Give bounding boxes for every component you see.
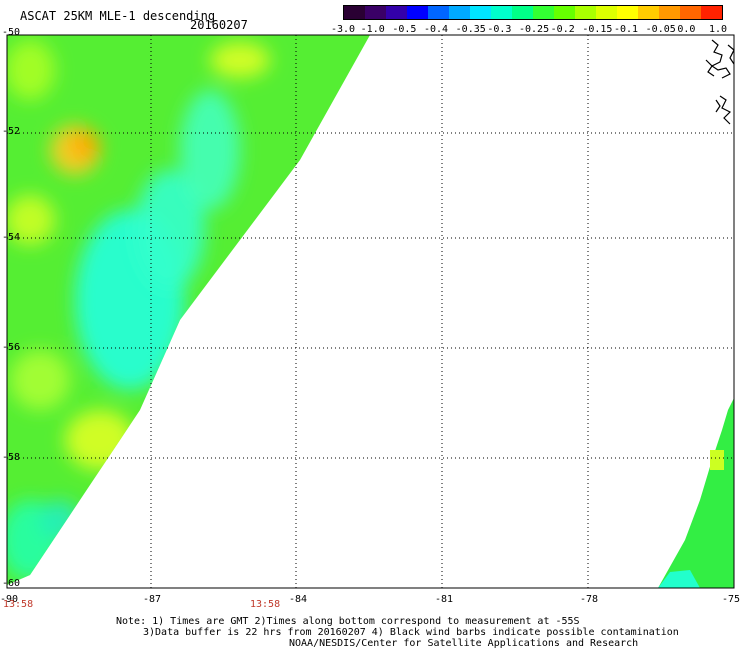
- colorbar: [343, 5, 723, 20]
- coastline-segment: [710, 39, 731, 79]
- lat-label: -60: [2, 578, 21, 589]
- colorbar-segment: [407, 6, 428, 19]
- colorbar-segment: [554, 6, 575, 19]
- colorbar-segment: [617, 6, 638, 19]
- coastline-segment: [715, 99, 721, 113]
- data-blob: [70, 130, 100, 160]
- lat-lon-grid: [7, 35, 734, 588]
- data-blob: [7, 40, 55, 100]
- colorbar-tick-label: -0.3: [487, 24, 512, 35]
- lat-label: -54: [2, 232, 21, 243]
- colorbar-segment: [701, 6, 722, 19]
- colorbar-segment: [680, 6, 701, 19]
- note-line: 3)Data buffer is 22 hrs from 20160207 4)…: [143, 627, 679, 638]
- lon-label: -81: [435, 594, 454, 605]
- lon-label: -75: [722, 594, 740, 605]
- colorbar-segment: [449, 6, 470, 19]
- colorbar-segment: [365, 6, 386, 19]
- colorbar-segment: [659, 6, 680, 19]
- data-blob: [10, 350, 70, 410]
- colorbar-segment: [533, 6, 554, 19]
- lat-label: -50: [2, 27, 21, 38]
- data-blob: [135, 170, 205, 290]
- data-blob: [210, 42, 270, 78]
- note-line: NOAA/NESDIS/Center for Satellite Applica…: [289, 638, 639, 649]
- colorbar-segment: [386, 6, 407, 19]
- colorbar-tick-label: -0.1: [614, 24, 639, 35]
- colorbar-segment: [638, 6, 659, 19]
- colorbar-tick-label: -0.2: [550, 24, 575, 35]
- plot-frame: [6, 34, 735, 589]
- note-line: Note: 1) Times are GMT 2)Times along bot…: [116, 616, 580, 627]
- colorbar-tick-label: -1.0: [360, 24, 385, 35]
- data-blob: [7, 195, 55, 245]
- ascat-swaths: [7, 35, 734, 588]
- lat-label: -52: [2, 126, 21, 137]
- lon-label: -84: [289, 594, 308, 605]
- colorbar-segment: [470, 6, 491, 19]
- data-blob: [40, 500, 80, 540]
- time-label: 13:58: [250, 599, 281, 610]
- colorbar-tick-label: -0.4: [424, 24, 449, 35]
- colorbar-tick-label: -3.0: [331, 24, 356, 35]
- product-title: ASCAT 25KM MLE-1 descending: [20, 9, 216, 23]
- lon-label: -78: [580, 594, 599, 605]
- colorbar-segment: [575, 6, 596, 19]
- data-blob: [65, 410, 135, 470]
- colorbar-labels: -3.0 -1.0 -0.5 -0.4 -0.35 -0.3 -0.25 -0.2 -0.15-…: [331, 24, 740, 38]
- colorbar-tick-label: -0.25: [519, 24, 550, 35]
- time-label: 13:58: [3, 599, 34, 610]
- colorbar-tick-label: 1.0: [709, 24, 728, 35]
- colorbar-tick-label: -0.05: [645, 24, 676, 35]
- lat-label: -56: [2, 342, 21, 353]
- colorbar-segment: [428, 6, 449, 19]
- lon-label: -90: [0, 594, 19, 605]
- swath-right: [658, 398, 734, 588]
- colorbar-segment: [512, 6, 533, 19]
- colorbar-tick-label: -0.15: [582, 24, 613, 35]
- colorbar-tick-label: -0.5: [392, 24, 417, 35]
- colorbar-tick-label: 0.0: [677, 24, 696, 35]
- coastline-segment: [705, 59, 715, 77]
- data-blob: [180, 90, 240, 210]
- colorbar-segment: [491, 6, 512, 19]
- colorbar-segment: [344, 6, 365, 19]
- swath-right-cyan: [658, 570, 700, 588]
- lat-label: -58: [2, 452, 21, 463]
- coastline-segment: [719, 95, 732, 125]
- lon-label: -87: [143, 594, 162, 605]
- coastline: [705, 39, 735, 125]
- colorbar-tick-label: -0.35: [455, 24, 486, 35]
- product-date: 20160207: [190, 18, 248, 32]
- swath-right-yellow: [710, 450, 724, 470]
- colorbar-segment: [596, 6, 617, 19]
- coastline-segment: [727, 44, 735, 65]
